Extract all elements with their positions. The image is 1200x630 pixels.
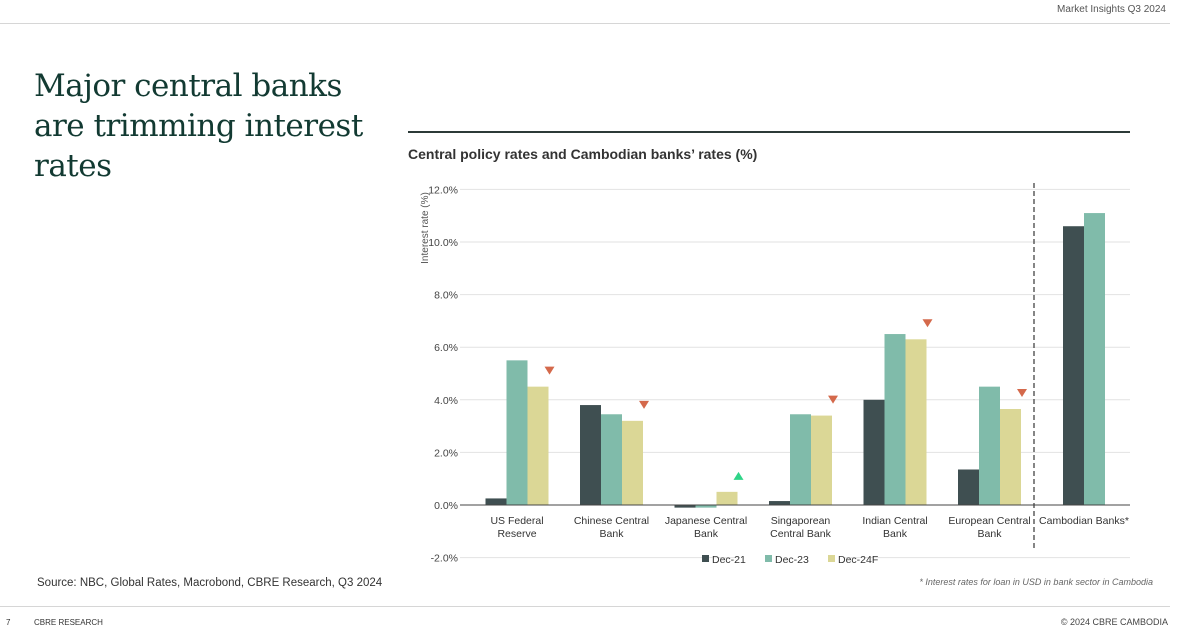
page-number: 7 xyxy=(6,618,11,627)
x-tick-label: Bank xyxy=(694,528,719,540)
footer-divider xyxy=(0,606,1170,607)
bar-dec-21 xyxy=(485,498,507,505)
x-tick-label: Singaporean xyxy=(771,515,831,527)
x-tick-label: European Central xyxy=(948,515,1030,527)
x-tick-label: Bank xyxy=(978,528,1003,540)
bar-dec-23 xyxy=(884,334,906,505)
y-axis-label: Interest rate (%) xyxy=(420,192,431,264)
copyright: © 2024 CBRE CAMBODIA xyxy=(1060,617,1168,627)
legend-swatch xyxy=(765,555,772,562)
bar-dec-23 xyxy=(506,360,528,505)
legend-label: Dec-23 xyxy=(775,554,809,566)
x-tick-label: Japanese Central xyxy=(665,515,747,527)
chart-rule xyxy=(408,131,1130,133)
x-tick-label: Bank xyxy=(883,528,908,540)
report-name: Market Insights Q3 2024 xyxy=(1057,4,1166,15)
bar-dec-21 xyxy=(769,501,790,505)
page-title: Major central banks are trimming interes… xyxy=(34,68,363,184)
x-tick-label: Chinese Central xyxy=(574,515,649,527)
bar-dec-24f xyxy=(811,415,832,505)
bar-dec-23 xyxy=(601,414,622,505)
bar-dec-24f xyxy=(905,339,927,505)
x-tick-label: US Federal xyxy=(490,515,543,527)
trend-down-icon xyxy=(544,366,555,375)
source-note: Source: NBC, Global Rates, Macrobond, CB… xyxy=(37,577,383,589)
legend-label: Dec-24F xyxy=(838,554,878,566)
x-tick-label: Cambodian Banks* xyxy=(1039,515,1129,527)
x-tick-label: Central Bank xyxy=(770,528,831,540)
footnote: * Interest rates for loan in USD in bank… xyxy=(919,577,1153,587)
y-tick-label: 0.0% xyxy=(434,500,458,512)
x-tick-label: Indian Central xyxy=(862,515,927,527)
legend-label: Dec-21 xyxy=(712,554,746,566)
x-tick-label: Reserve xyxy=(497,528,536,540)
bar-dec-24f xyxy=(1000,409,1021,505)
y-tick-label: -2.0% xyxy=(431,553,458,565)
bar-dec-21 xyxy=(863,399,885,505)
bar-dec-23 xyxy=(1084,213,1105,505)
y-tick-label: 12.0% xyxy=(428,184,458,196)
bar-dec-21 xyxy=(580,405,601,505)
trend-down-icon xyxy=(922,319,933,328)
bar-dec-23 xyxy=(790,414,811,505)
header-divider xyxy=(0,23,1170,24)
bar-dec-21 xyxy=(958,469,979,505)
bar-dec-21 xyxy=(674,505,696,508)
x-tick-label: Bank xyxy=(600,528,625,540)
trend-up-icon xyxy=(733,471,744,480)
bar-dec-21 xyxy=(1063,226,1084,505)
y-tick-label: 2.0% xyxy=(434,447,458,459)
bar-dec-24f xyxy=(527,386,549,505)
bar-dec-24f xyxy=(716,491,738,505)
y-tick-label: 10.0% xyxy=(428,237,458,249)
legend-swatch xyxy=(702,555,709,562)
bar-dec-23 xyxy=(695,505,717,508)
y-tick-label: 4.0% xyxy=(434,395,458,407)
trend-down-icon xyxy=(639,400,649,409)
y-tick-label: 8.0% xyxy=(434,290,458,302)
footer-brand: CBRE RESEARCH xyxy=(34,618,103,627)
bar-dec-24f xyxy=(622,420,643,505)
chart-title: Central policy rates and Cambodian banks… xyxy=(408,146,758,162)
trend-down-icon xyxy=(828,395,838,404)
y-tick-label: 6.0% xyxy=(434,342,458,354)
legend-swatch xyxy=(828,555,835,562)
trend-down-icon xyxy=(1017,389,1027,398)
bar-dec-23 xyxy=(979,386,1000,505)
